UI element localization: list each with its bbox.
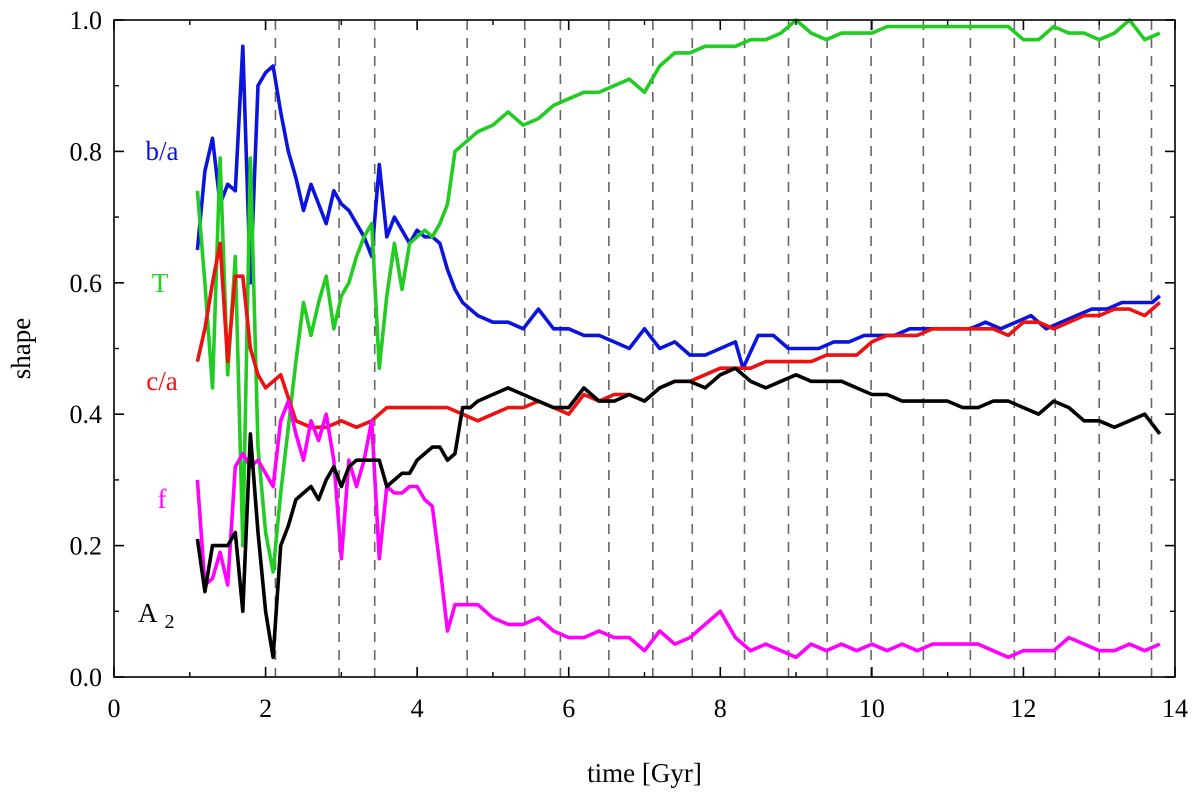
series-lines [195, 18, 1162, 660]
y-tick-label-1: 0.2 [70, 532, 103, 561]
series-line-2 [195, 241, 1161, 430]
series-line-1 [195, 18, 1161, 574]
series-line-4 [195, 366, 1162, 660]
x-tick-label-0: 0 [108, 694, 121, 723]
x-tick-label-1: 2 [259, 694, 272, 723]
series-label-1: T [152, 268, 169, 298]
series-label-2: c/a [146, 366, 177, 396]
y-axis-title: shape [6, 318, 36, 379]
y-tick-label-5: 1.0 [70, 6, 103, 35]
x-tick-label-2: 4 [411, 694, 424, 723]
x-tick-label-6: 12 [1010, 694, 1036, 723]
x-tick-label-3: 6 [562, 694, 575, 723]
x-tick-label-7: 14 [1162, 694, 1188, 723]
axis-ticks: 0 2 4 6 8 10 12 14 0.0 0.2 0.4 0.6 0.8 1.0 [70, 6, 1189, 723]
series-line-3 [195, 399, 1161, 660]
x-axis-title: time [Gyr] [587, 758, 702, 788]
x-tick-label-4: 8 [714, 694, 727, 723]
series-label-3: f [158, 484, 167, 514]
x-tick-label-5: 10 [859, 694, 885, 723]
event-vlines [274, 20, 1153, 677]
y-tick-label-4: 0.8 [70, 137, 103, 166]
y-tick-label-3: 0.6 [70, 269, 103, 298]
series-line-0 [195, 44, 1161, 371]
plot-frame [113, 19, 1176, 678]
series-labels: b/a Tc/a f A 2 [138, 136, 179, 633]
y-tick-label-0: 0.0 [70, 663, 103, 692]
series-label-0: b/a [146, 136, 179, 166]
y-tick-label-2: 0.4 [70, 400, 103, 429]
